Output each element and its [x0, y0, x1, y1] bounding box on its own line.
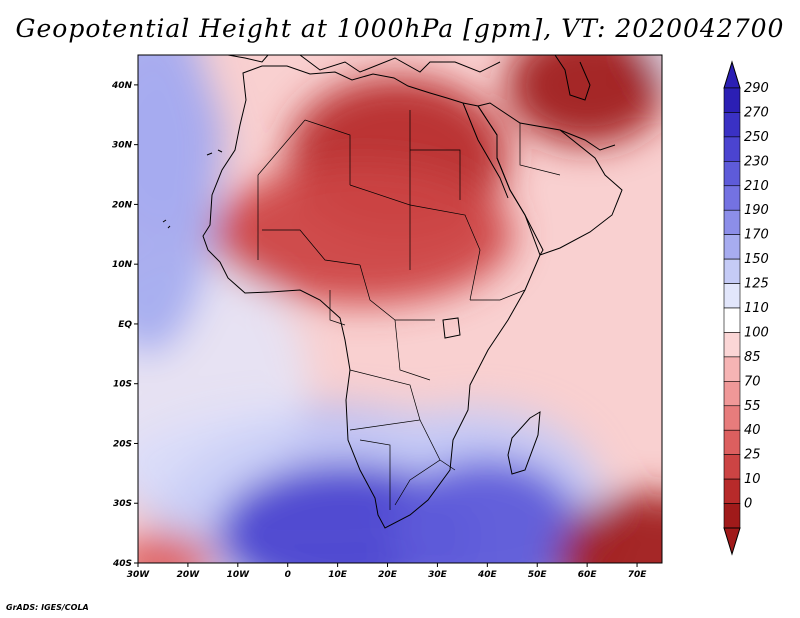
colorbar-level-label: 250 [744, 130, 769, 145]
colorbar-level-label: 55 [744, 399, 761, 414]
lat-tick-label: 40S [112, 559, 132, 569]
canary-islands [206, 149, 223, 156]
europe-coastline [299, 55, 501, 73]
lat-tick-label: 30S [113, 499, 132, 509]
colorbar-swatch [723, 209, 741, 235]
lon-tick-label: 10W [227, 570, 251, 580]
africa-coastline [202, 65, 544, 529]
colorbar-swatch [723, 332, 741, 358]
colorbar-level-label: 100 [744, 325, 769, 340]
latitude-axis: 40N 30N 20N 10N EQ 10S 20S 30S 40S [111, 81, 138, 569]
arabia-coastline [477, 102, 623, 256]
colorbar-level-label: 210 [744, 179, 769, 194]
lon-tick-label: 0 [285, 570, 291, 580]
map-title: Geopotential Height at 1000hPa [gpm], VT… [15, 14, 785, 43]
colorbar-level-label: 25 [744, 448, 761, 463]
colorbar-level-label: 70 [744, 374, 761, 389]
red-sea-coastline [462, 102, 509, 199]
colorbar-swatch [723, 283, 741, 309]
iberia-coastline [227, 55, 269, 63]
colorbar-swatch [723, 478, 741, 504]
field-southwest-low [138, 533, 213, 563]
colorbar-swatch [723, 307, 741, 333]
lat-tick-label: 20N [112, 200, 133, 210]
colorbar-level-label: 190 [744, 203, 769, 218]
colorbar-swatch [723, 356, 741, 382]
colorbar-level-label: 230 [744, 154, 769, 169]
colorbar-swatch [723, 161, 741, 187]
colorbar-swatch [723, 503, 741, 529]
colorbar-level-label: 125 [744, 277, 769, 292]
colorbar-swatch [723, 234, 741, 260]
colorbar-level-label: 170 [744, 228, 769, 243]
colorbar: 2902702502302101901701501251101008570554… [723, 60, 769, 556]
lon-tick-label: 40E [477, 570, 498, 580]
lake-victoria-coastline [442, 317, 461, 339]
lon-tick-label: 30E [428, 570, 448, 580]
colorbar-top-arrow [723, 60, 741, 89]
lon-tick-label: 70E [628, 570, 648, 580]
lat-tick-label: EQ [118, 320, 132, 330]
colorbar-swatch [723, 136, 741, 162]
lon-tick-label: 30W [127, 570, 151, 580]
lat-tick-label: 10N [112, 260, 133, 270]
longitude-axis: 30W 20W 10W 0 10E 20E 30E 40E 50E 60E 70E [127, 563, 647, 580]
country-borders [257, 110, 561, 510]
colorbar-level-label: 150 [744, 252, 769, 267]
lat-tick-label: 30N [112, 141, 133, 151]
field-southern-ocean-low [557, 493, 662, 563]
colorbar-level-label: 270 [744, 105, 769, 120]
lon-tick-label: 20W [177, 570, 201, 580]
colorbar-swatch [723, 258, 741, 284]
lon-tick-label: 60E [578, 570, 598, 580]
plot-frame [137, 54, 663, 564]
colorbar-level-label: 290 [744, 81, 769, 96]
lat-tick-label: 20S [113, 439, 132, 449]
colorbar-level-label: 10 [744, 472, 761, 487]
colorbar-level-label: 0 [744, 497, 752, 512]
colorbar-swatch [723, 429, 741, 455]
coastlines [162, 55, 623, 529]
field-atlantic-high [138, 55, 218, 355]
lon-tick-label: 20E [378, 570, 398, 580]
lon-tick-label: 50E [528, 570, 548, 580]
colorbar-swatch [723, 381, 741, 407]
colorbar-bottom-arrow [723, 527, 741, 556]
geopotential-field [138, 55, 662, 563]
colorbar-level-label: 40 [744, 423, 761, 438]
colorbar-swatch [723, 454, 741, 480]
lon-tick-label: 10E [328, 570, 348, 580]
colorbar-swatch [723, 87, 741, 113]
cape-verde-islands [162, 219, 171, 229]
colorbar-level-label: 110 [744, 301, 769, 316]
madagascar-coastline [507, 411, 541, 475]
caspian-coastline [554, 55, 591, 101]
colorbar-swatch [723, 405, 741, 431]
field-southern-high-2 [392, 458, 583, 563]
field-sahel-low [212, 164, 513, 305]
colorbar-level-label: 85 [744, 350, 761, 365]
persian-gulf-coastline [559, 129, 616, 151]
colorbar-swatch [723, 185, 741, 211]
field-iran-low [507, 55, 662, 145]
lat-tick-label: 40N [111, 81, 133, 91]
grads-credit: GrADS: IGES/COLA [6, 603, 89, 612]
lat-tick-label: 10S [113, 380, 132, 390]
colorbar-swatch [723, 112, 741, 138]
